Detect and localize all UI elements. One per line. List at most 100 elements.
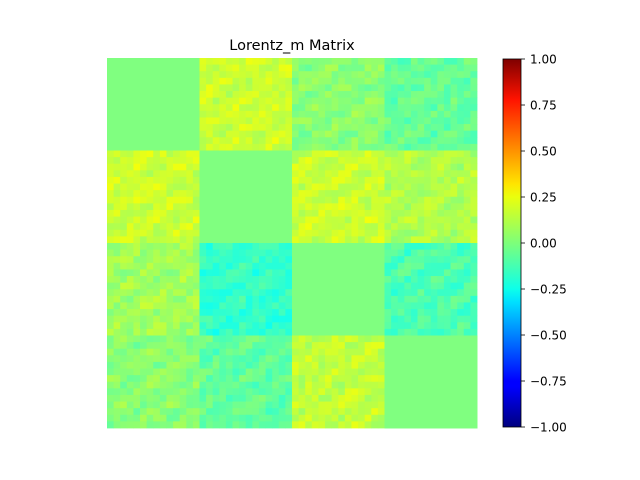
heatmap-cell	[325, 77, 333, 85]
heatmap-cell	[219, 328, 227, 336]
heatmap-cell	[305, 170, 313, 178]
heatmap-cell	[305, 394, 313, 402]
heatmap-cell	[325, 170, 333, 178]
heatmap-cell	[437, 58, 445, 66]
heatmap-cell	[239, 421, 247, 429]
heatmap-cell	[325, 216, 333, 224]
heatmap-cell	[133, 243, 141, 251]
heatmap-cell	[225, 421, 233, 429]
heatmap-cell	[133, 361, 141, 369]
heatmap-cell	[384, 64, 392, 72]
heatmap-cell	[358, 361, 366, 369]
heatmap-cell	[186, 262, 194, 270]
heatmap-cell	[140, 243, 148, 251]
heatmap-cell	[192, 190, 200, 198]
heatmap-cell	[377, 58, 385, 66]
heatmap-cell	[206, 124, 214, 132]
heatmap-cell	[173, 282, 181, 290]
heatmap-cell	[265, 256, 273, 264]
heatmap-cell	[391, 124, 399, 132]
heatmap-cell	[463, 262, 471, 270]
heatmap-cell	[272, 58, 280, 66]
heatmap-cell	[417, 176, 425, 184]
heatmap-cell	[457, 216, 465, 224]
heatmap-cell	[126, 190, 134, 198]
heatmap-cell	[391, 302, 399, 310]
heatmap-cell	[344, 421, 352, 429]
heatmap-cell	[410, 58, 418, 66]
heatmap-cell	[311, 348, 319, 356]
heatmap-cell	[351, 394, 359, 402]
heatmap-cell	[470, 124, 478, 132]
heatmap-cell	[146, 322, 154, 330]
heatmap-cell	[325, 58, 333, 66]
heatmap-cell	[206, 97, 214, 105]
heatmap-cell	[140, 322, 148, 330]
heatmap-cell	[126, 295, 134, 303]
heatmap-cell	[252, 97, 260, 105]
heatmap-cell	[272, 282, 280, 290]
heatmap-cell	[126, 223, 134, 231]
heatmap-cell	[404, 302, 412, 310]
heatmap-cell	[311, 150, 319, 158]
heatmap-cell	[397, 143, 405, 151]
heatmap-cell	[126, 388, 134, 396]
heatmap-cell	[278, 289, 286, 297]
heatmap-cell	[292, 414, 300, 422]
heatmap-cell	[225, 368, 233, 376]
heatmap-cell	[113, 243, 121, 251]
heatmap-cell	[377, 150, 385, 158]
heatmap-cell	[192, 196, 200, 204]
heatmap-cell	[245, 328, 253, 336]
heatmap-cell	[245, 348, 253, 356]
heatmap-cell	[292, 203, 300, 211]
heatmap-cell	[239, 243, 247, 251]
heatmap-cell	[384, 289, 392, 297]
heatmap-cell	[199, 368, 207, 376]
heatmap-cell	[278, 143, 286, 151]
heatmap-cell	[199, 315, 207, 323]
heatmap-cell	[424, 163, 432, 171]
heatmap-cell	[404, 276, 412, 284]
heatmap-cell	[206, 256, 214, 264]
heatmap-cell	[245, 91, 253, 99]
heatmap-cell	[179, 302, 187, 310]
heatmap-cell	[338, 335, 346, 343]
heatmap-cell	[364, 342, 372, 350]
heatmap-cell	[344, 223, 352, 231]
heatmap-cell	[404, 223, 412, 231]
heatmap-cell	[232, 269, 240, 277]
heatmap-cell	[107, 243, 115, 251]
heatmap-cell	[153, 394, 161, 402]
heatmap-cell	[179, 342, 187, 350]
heatmap-cell	[311, 190, 319, 198]
heatmap-cell	[417, 209, 425, 217]
heatmap-cell	[166, 408, 174, 416]
heatmap-cell	[252, 355, 260, 363]
heatmap-cell	[364, 335, 372, 343]
heatmap-cell	[443, 328, 451, 336]
heatmap-cell	[410, 269, 418, 277]
heatmap-cell	[377, 64, 385, 72]
heatmap-cell	[450, 150, 458, 158]
heatmap-cell	[292, 58, 300, 66]
heatmap-cell	[120, 223, 128, 231]
heatmap-cell	[351, 77, 359, 85]
heatmap-cell	[225, 130, 233, 138]
heatmap-cell	[351, 58, 359, 66]
heatmap-cell	[212, 143, 220, 151]
heatmap-cell	[245, 295, 253, 303]
heatmap-cell	[325, 229, 333, 237]
heatmap-cell	[206, 58, 214, 66]
heatmap-cell	[371, 236, 379, 244]
heatmap-cell	[278, 302, 286, 310]
heatmap-cell	[318, 150, 326, 158]
heatmap-cell	[225, 381, 233, 389]
heatmap-cell	[153, 236, 161, 244]
heatmap-cell	[311, 203, 319, 211]
heatmap-cell	[371, 394, 379, 402]
heatmap-block-0-0	[107, 58, 200, 151]
heatmap-cell	[159, 163, 167, 171]
heatmap-cell	[450, 124, 458, 132]
heatmap-cell	[443, 137, 451, 145]
